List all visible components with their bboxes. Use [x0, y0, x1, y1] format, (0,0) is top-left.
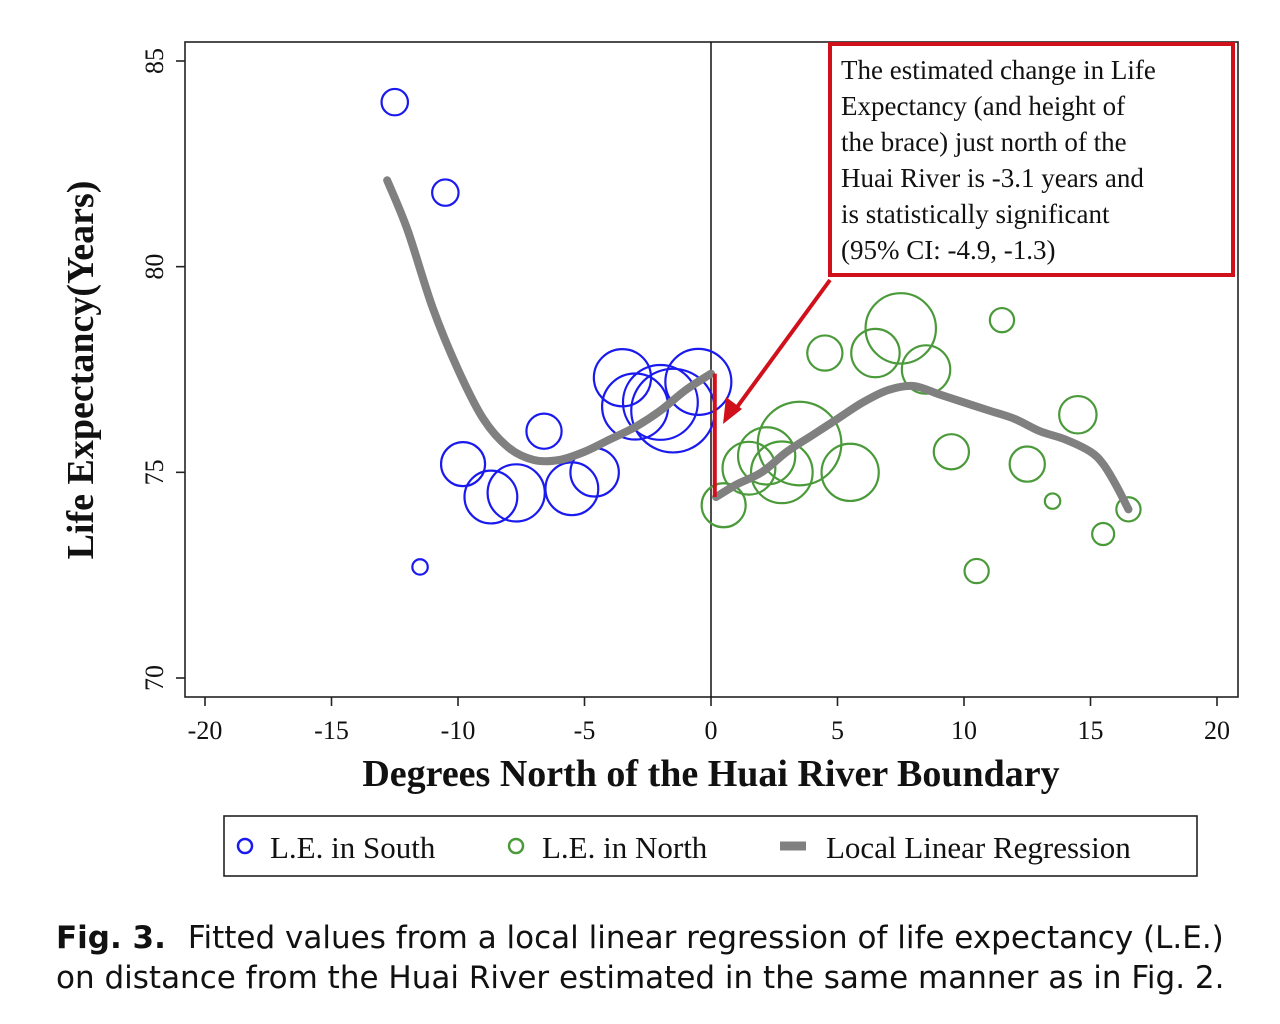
y-tick-label: 85 — [140, 48, 169, 74]
annotation-line: Huai River is -3.1 years and — [841, 163, 1144, 193]
svg-text:The estimated change in Life: The estimated change in Life Expectancy … — [841, 55, 1163, 265]
north-bubble — [721, 440, 777, 496]
annotation-line: Expectancy (and height of — [841, 91, 1125, 121]
north-bubble — [1043, 492, 1062, 510]
legend-south-marker — [236, 837, 254, 855]
x-axis-title: Degrees North of the Huai River Boundary — [362, 753, 1059, 795]
north-bubble — [1008, 445, 1046, 483]
annotation-arrowhead — [723, 397, 742, 424]
x-tick-label: -5 — [574, 716, 596, 745]
x-tick-label: 0 — [705, 716, 718, 745]
north-bubble — [988, 306, 1016, 334]
north-bubble — [806, 334, 844, 372]
annotation-arrow — [730, 278, 832, 416]
north-bubble — [749, 440, 814, 505]
south-bubble — [411, 558, 429, 576]
legend-regression-label: Local Linear Regression — [826, 830, 1131, 865]
x-tick-label: -20 — [188, 716, 223, 745]
chart: 70 75 80 85 -20 -15 -10 -5 0 5 10 15 20 The estimat… — [60, 41, 1239, 877]
legend-north-marker — [507, 837, 525, 855]
north-bubble — [850, 327, 901, 379]
x-tick-label: 15 — [1078, 716, 1104, 745]
bubble-layer — [380, 87, 1142, 585]
legend-south-label: L.E. in South — [270, 830, 436, 865]
north-bubble — [1091, 521, 1116, 547]
north-bubble — [963, 557, 990, 585]
regression-line — [383, 176, 715, 466]
south-bubble — [664, 347, 733, 416]
regression-layer — [383, 176, 1133, 514]
north-bubble — [1058, 394, 1098, 435]
x-tick-label: -15 — [314, 716, 349, 745]
north-bubble — [820, 442, 880, 503]
y-tick-label: 80 — [140, 254, 169, 280]
north-bubble — [864, 292, 938, 365]
x-tick-label: -10 — [441, 716, 476, 745]
y-tick-label: 70 — [140, 665, 169, 691]
regression-line — [712, 381, 1133, 514]
north-bubble — [700, 482, 747, 529]
north-bubble — [932, 433, 971, 471]
x-tick-label: 20 — [1204, 716, 1230, 745]
y-tick-label: 75 — [140, 459, 169, 485]
south-bubble — [463, 469, 519, 525]
annotation-box — [828, 42, 1235, 277]
caption-text: Fitted values from a local linear regres… — [56, 920, 1225, 996]
south-bubble — [380, 87, 410, 117]
legend-north-label: L.E. in North — [542, 830, 708, 865]
south-bubble — [439, 441, 487, 488]
y-axis-title: Life Expectancy(Years) — [60, 181, 102, 560]
north-bubble — [900, 344, 952, 395]
legend: L.E. in South L.E. in North Local Linear… — [223, 815, 1198, 877]
south-bubble — [621, 363, 699, 441]
annotation-line: the brace) just north of the — [841, 127, 1127, 157]
annotation-line: The estimated change in Life — [841, 55, 1156, 85]
y-axis: 70 75 80 85 — [140, 48, 185, 691]
x-tick-label: 5 — [831, 716, 844, 745]
south-bubble — [544, 461, 600, 517]
annotation-line: (95% CI: -4.9, -1.3) — [841, 235, 1055, 265]
north-bubble — [756, 400, 843, 487]
south-bubble — [431, 178, 460, 207]
annotation: The estimated change in Life Expectancy … — [723, 42, 1235, 424]
legend-box — [223, 815, 1198, 877]
x-tick-label: 10 — [951, 716, 977, 745]
caption-label: Fig. 3. — [56, 920, 166, 956]
annotation-line: is statistically significant — [841, 199, 1110, 229]
south-bubble — [525, 412, 563, 450]
north-bubble — [1115, 496, 1142, 523]
north-bubble — [736, 426, 797, 486]
figure-caption: Fig. 3. Fitted values from a local linear… — [56, 918, 1256, 998]
x-axis: -20 -15 -10 -5 0 5 10 15 20 — [188, 697, 1230, 745]
